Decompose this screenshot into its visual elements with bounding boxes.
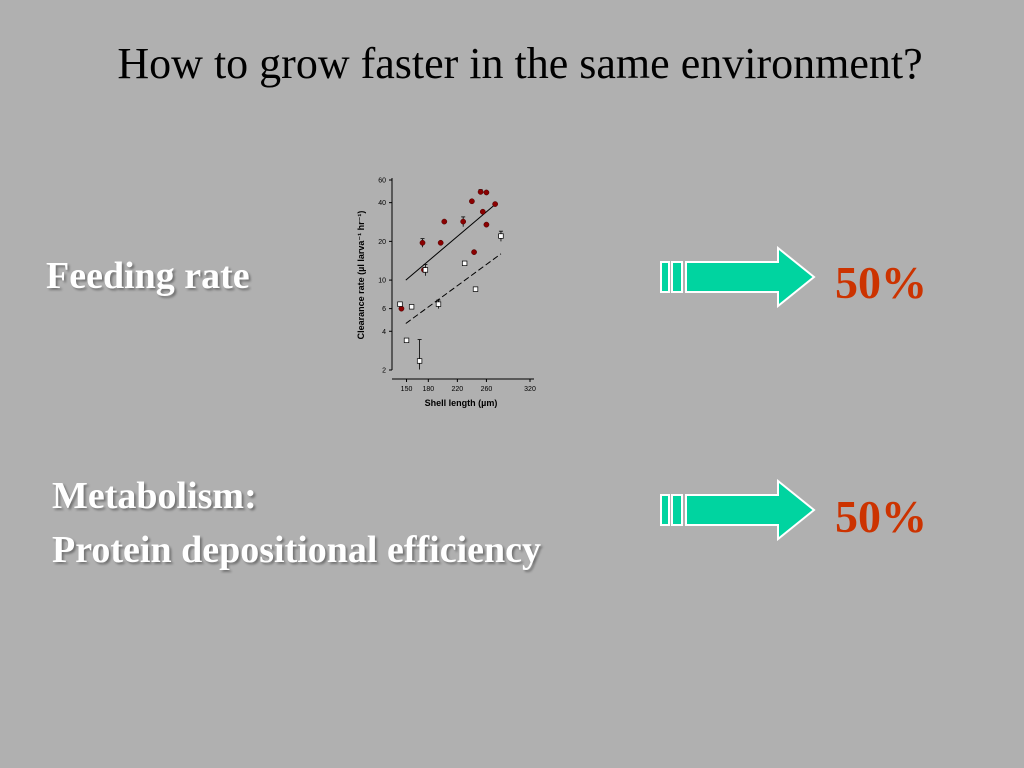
x-tick-label: 220 [452, 386, 464, 393]
data-point-filled [441, 218, 448, 225]
dashed-regression-line [405, 253, 502, 324]
data-point-open [461, 260, 468, 266]
feeding-rate-label: Feeding rate [46, 255, 250, 297]
data-point-filled [477, 189, 484, 195]
data-point-open [408, 304, 415, 310]
y-tick-label: 10 [378, 278, 386, 285]
data-point-filled [437, 239, 444, 246]
y-tick-label: 60 [378, 178, 386, 185]
feeding-rate-value: 50% [835, 257, 927, 308]
slide-title: How to grow faster in the same environme… [117, 39, 923, 88]
data-point-filled [483, 221, 490, 228]
data-point-filled [419, 239, 426, 246]
y-tick-label: 6 [382, 306, 386, 313]
x-tick-label: 260 [481, 386, 493, 393]
data-point-filled [469, 198, 475, 205]
data-point-open [472, 286, 479, 292]
data-point-open [403, 337, 410, 344]
y-tick-label: 4 [382, 329, 386, 336]
data-point-open [435, 301, 442, 307]
data-point-open [416, 358, 423, 364]
x-tick-label: 180 [422, 386, 434, 393]
data-point-filled [398, 305, 405, 312]
data-point-filled [460, 218, 467, 225]
data-point-filled [483, 189, 490, 196]
y-tick-label: 2 [382, 368, 386, 375]
metabolism-label: Metabolism: [52, 475, 257, 517]
solid-regression-line [405, 202, 498, 281]
y-tick-label: 20 [378, 239, 386, 246]
data-point-filled [471, 249, 477, 255]
x-axis-label: Shell length (µm) [425, 398, 498, 408]
data-point-open [498, 233, 504, 239]
y-tick-label: 40 [378, 200, 386, 207]
x-tick-label: 150 [401, 386, 413, 393]
x-tick-label: 320 [524, 386, 536, 393]
data-point-open [397, 301, 403, 307]
data-point-filled [492, 201, 498, 207]
right-arrow-icon [660, 246, 816, 309]
clearance-rate-chart: 2 4 6 10 20 40 60 150 180 220 260 320 Shell length (… [356, 178, 536, 409]
right-arrow-icon [660, 479, 816, 542]
metabolism-value: 50% [835, 491, 927, 542]
y-axis-label: Clearance rate (µl larva⁻¹ hr⁻¹) [356, 211, 366, 340]
protein-efficiency-label: Protein depositional efficiency [52, 529, 542, 571]
data-point-open [422, 267, 429, 273]
data-point-filled [479, 208, 486, 215]
